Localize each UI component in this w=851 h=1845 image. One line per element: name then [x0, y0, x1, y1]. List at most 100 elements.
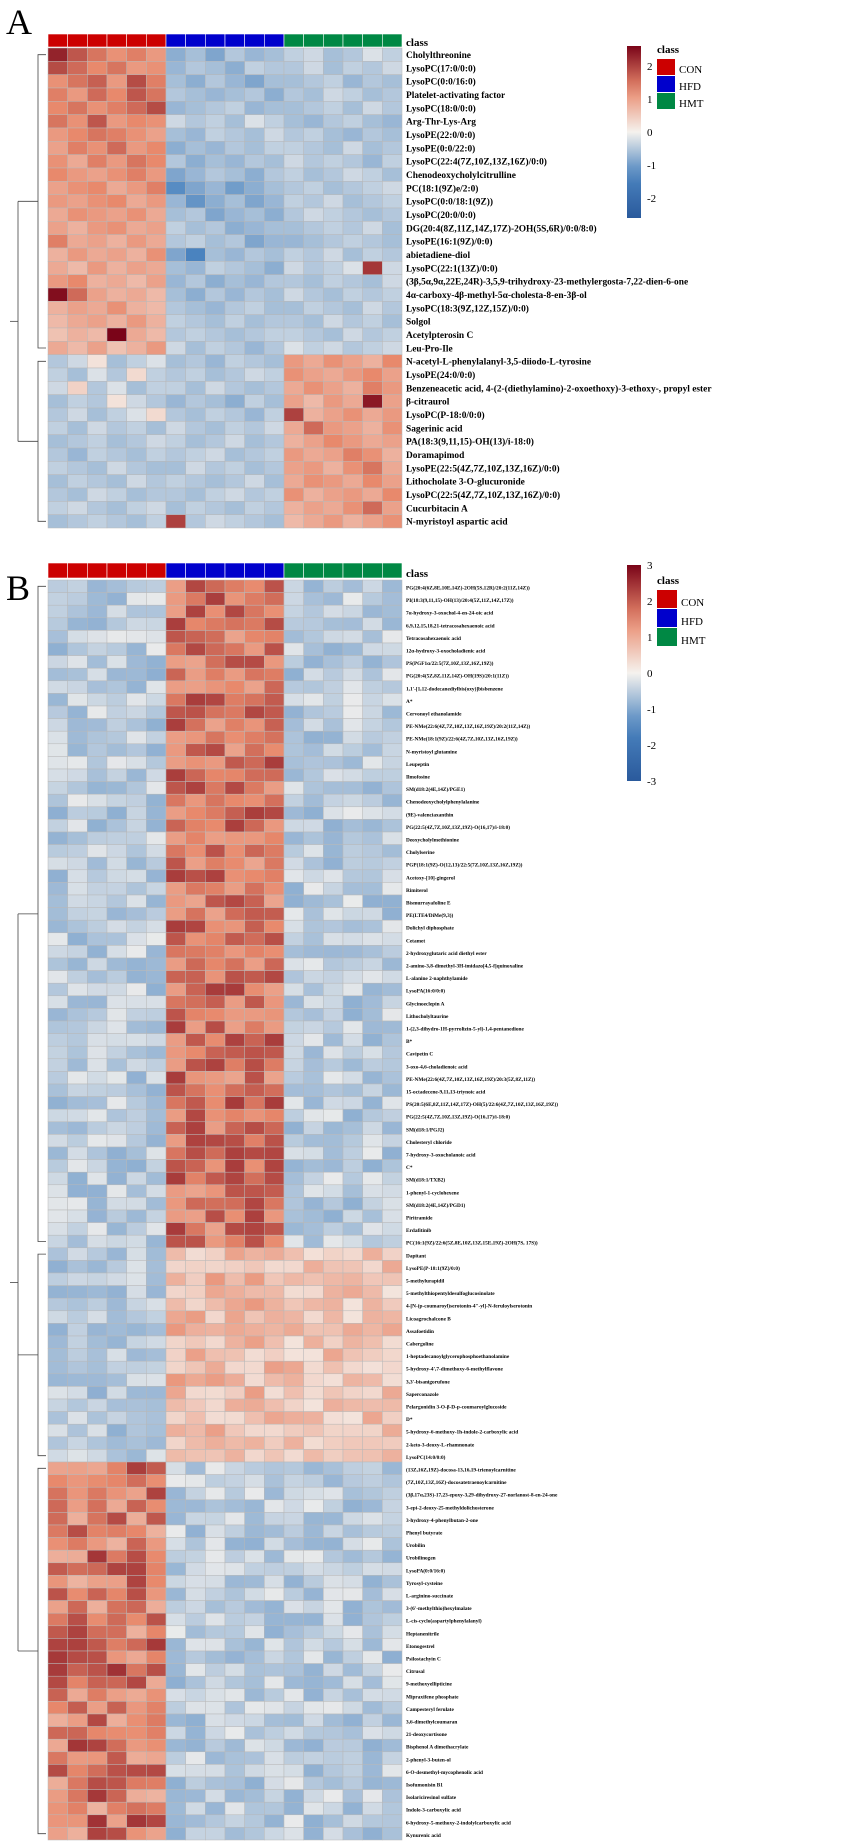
heatmap-cell	[342, 1726, 363, 1740]
row-label: PS(PGF1α/22:5(7Z,10Z,13Z,16Z,19Z))	[406, 660, 494, 667]
heatmap-cell	[47, 474, 68, 489]
heatmap-cell	[382, 819, 403, 833]
heatmap-cell	[205, 1486, 226, 1501]
heatmap-cell	[185, 514, 206, 529]
heatmap-cell	[323, 1612, 344, 1627]
class-bar-cell-con	[67, 33, 88, 48]
heatmap-cell	[362, 1146, 383, 1160]
heatmap-cell	[224, 957, 245, 971]
heatmap-cell	[342, 514, 363, 529]
row-label: β-citraurol	[406, 398, 450, 408]
heatmap-cell	[185, 1801, 206, 1816]
heatmap-cell	[126, 1386, 147, 1400]
heatmap-cell	[67, 181, 88, 195]
row-label: (3β,5α,9α,22E,24R)-3,5,9-trihydroxy-23-m…	[406, 277, 688, 288]
heatmap-cell	[106, 1171, 127, 1186]
heatmap-cell	[244, 114, 265, 129]
heatmap-cell	[323, 1033, 344, 1047]
heatmap-cell	[323, 167, 344, 182]
heatmap-cell	[362, 756, 383, 770]
heatmap-cell	[185, 207, 206, 222]
heatmap-cell	[87, 1512, 108, 1526]
heatmap-cell	[146, 705, 167, 719]
heatmap-cell	[185, 1638, 206, 1652]
row-label: Urobilin	[406, 1543, 425, 1549]
heatmap-cell	[126, 844, 147, 858]
heatmap-cell	[342, 1575, 363, 1589]
heatmap-cell	[382, 1083, 403, 1097]
heatmap-cell	[126, 1083, 147, 1097]
heatmap-cell	[165, 1159, 186, 1173]
heatmap-cell	[205, 1285, 226, 1299]
heatmap-cell	[362, 434, 383, 449]
heatmap-cell	[264, 894, 285, 908]
heatmap-cell	[244, 705, 265, 719]
heatmap-cell	[146, 604, 167, 619]
heatmap-cell	[126, 141, 147, 155]
heatmap-cell	[205, 1512, 226, 1526]
heatmap-cell	[87, 680, 108, 694]
heatmap-cell	[87, 367, 108, 382]
heatmap-cell	[185, 501, 206, 515]
heatmap-cell	[382, 1688, 403, 1702]
heatmap-cell	[244, 1449, 265, 1463]
heatmap-cell	[264, 1625, 285, 1639]
heatmap-cell	[382, 167, 403, 182]
heatmap-cell	[264, 907, 285, 921]
heatmap-cell	[67, 501, 88, 515]
heatmap-cell	[47, 869, 68, 883]
row-label: Erdafitinib	[406, 1228, 431, 1234]
heatmap-cell	[47, 592, 68, 606]
heatmap-cell	[67, 730, 88, 745]
heatmap-cell	[67, 367, 88, 382]
heatmap-cell	[224, 768, 245, 782]
heatmap-cell	[67, 1713, 88, 1727]
heatmap-cell	[126, 693, 147, 707]
heatmap-cell	[87, 945, 108, 959]
heatmap-cell	[185, 617, 206, 631]
heatmap-cell	[146, 1197, 167, 1211]
heatmap-cell	[244, 1814, 265, 1828]
heatmap-cell	[205, 919, 226, 934]
heatmap-cell	[47, 1260, 68, 1274]
heatmap-cell	[185, 894, 206, 908]
heatmap-cell	[244, 1738, 265, 1753]
heatmap-cell	[185, 114, 206, 129]
heatmap-cell	[47, 1474, 68, 1488]
heatmap-cell	[382, 1373, 403, 1387]
heatmap-cell	[165, 221, 186, 235]
heatmap-cell	[382, 447, 403, 462]
heatmap-cell	[323, 1764, 344, 1778]
heatmap-cell	[342, 167, 363, 182]
row-label: LysoPC(P-18:0/0:0)	[406, 410, 485, 421]
heatmap-cell	[126, 768, 147, 782]
heatmap-cell	[382, 261, 403, 275]
heatmap-cell	[165, 693, 186, 707]
heatmap-cell	[303, 1663, 324, 1677]
heatmap-cell	[106, 1134, 127, 1148]
heatmap-cell	[382, 1272, 403, 1286]
heatmap-cell	[283, 1764, 304, 1778]
heatmap-cell	[362, 1171, 383, 1186]
heatmap-cell	[264, 1108, 285, 1123]
heatmap-cell	[67, 461, 88, 475]
heatmap-cell	[126, 1310, 147, 1324]
heatmap-cell	[126, 487, 147, 502]
heatmap-cell	[342, 61, 363, 75]
heatmap-cell	[87, 261, 108, 275]
heatmap-cell	[87, 247, 108, 262]
heatmap-cell	[146, 1726, 167, 1740]
row-label: LysoPC(0:0/16:0)	[406, 77, 476, 88]
heatmap-cell	[106, 1083, 127, 1097]
heatmap-cell	[67, 667, 88, 682]
heatmap-cell	[205, 604, 226, 619]
heatmap-cell	[283, 234, 304, 249]
heatmap-cell	[283, 718, 304, 732]
heatmap-cell	[264, 1499, 285, 1513]
heatmap-cell	[47, 1297, 68, 1312]
heatmap-cell	[47, 1738, 68, 1753]
heatmap-cell	[264, 1776, 285, 1790]
heatmap-cell	[303, 844, 324, 858]
heatmap-cell	[342, 1297, 363, 1312]
